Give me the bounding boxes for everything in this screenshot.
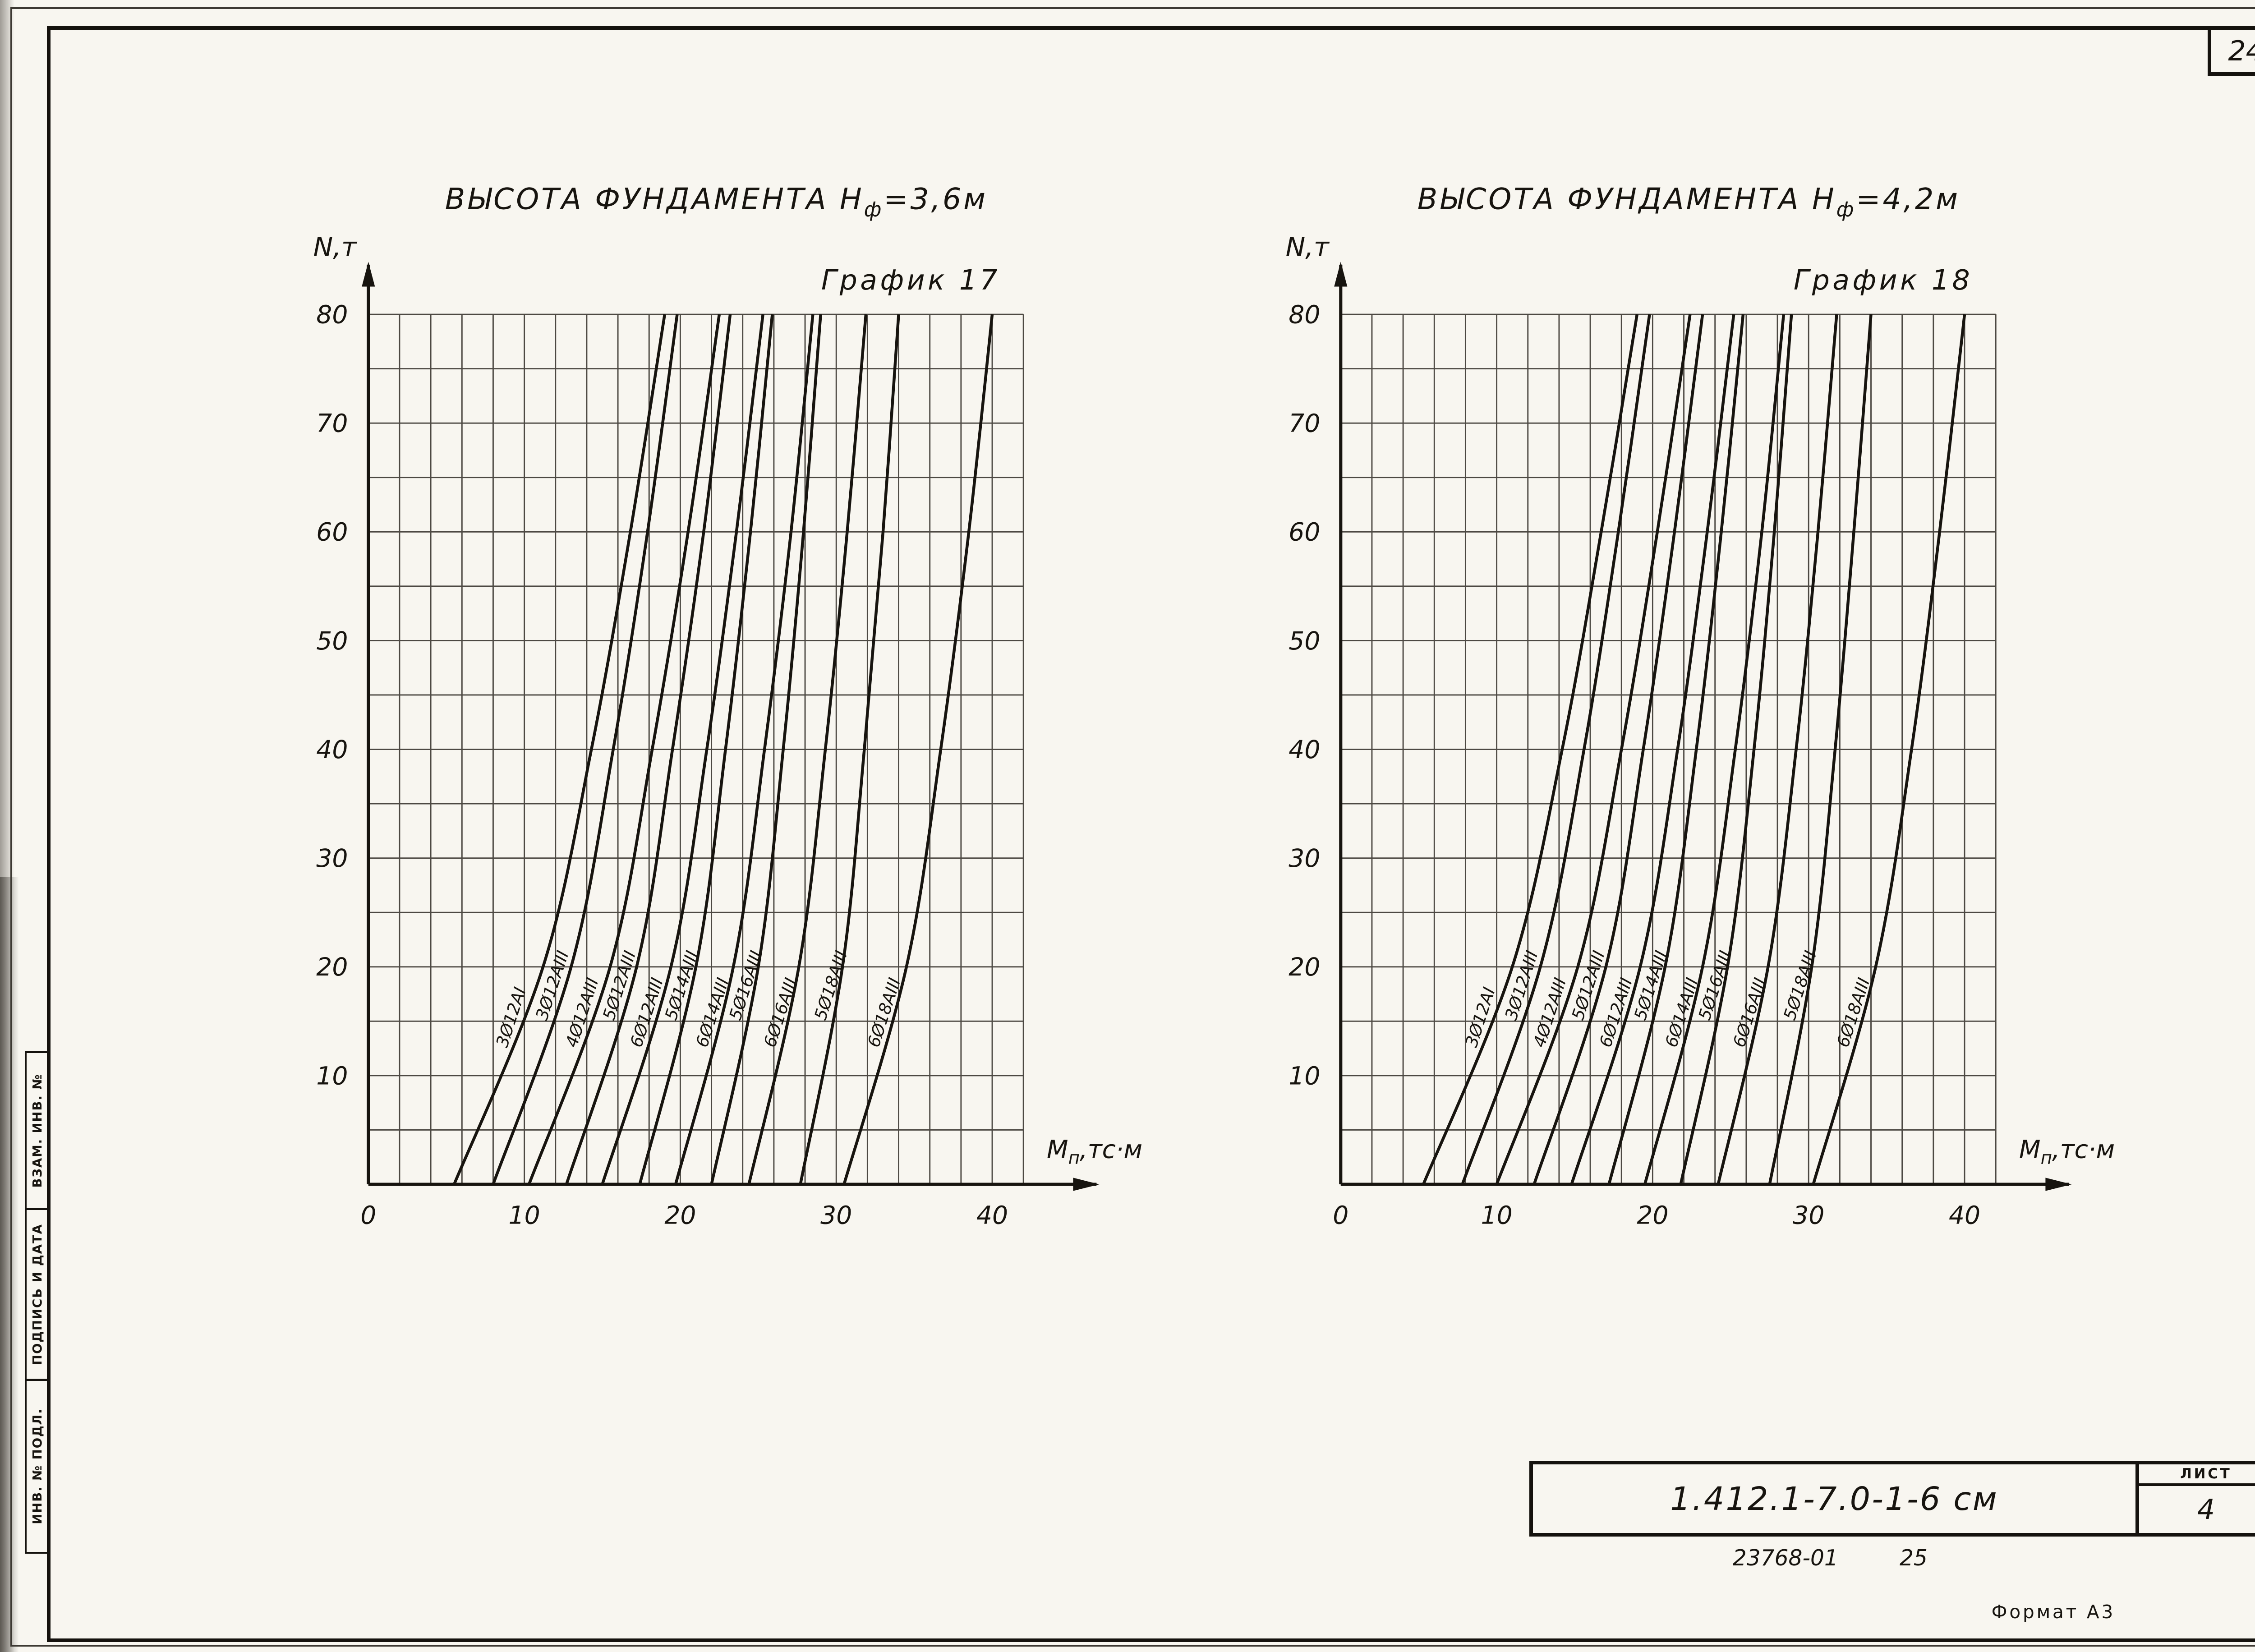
chart-title: ВЫСОТА ФУНДАМЕНТА Нф=4,2м (1417, 183, 1960, 221)
curves (1422, 314, 1966, 1185)
curve-label: 6Ø16АIII (1729, 976, 1770, 1050)
y-tick-label: 80 (1289, 300, 1320, 329)
reference-number-2: 25 (1900, 1545, 1928, 1571)
curve-6Ø18АIII (842, 314, 994, 1185)
y-tick-label: 40 (316, 735, 348, 764)
curve-4Ø12АIII (1495, 314, 1692, 1185)
x-tick-label: 30 (820, 1201, 852, 1230)
y-tick-label: 40 (1289, 735, 1320, 764)
y-tick-label: 50 (1289, 626, 1320, 655)
curve-4Ø12АIII (528, 314, 721, 1185)
chart-title: ВЫСОТА ФУНДАМЕНТА Нф=3,6м (445, 183, 988, 221)
x-axis-arrow-icon (1073, 1178, 1100, 1191)
format-label: Формат А3 (1991, 1601, 2116, 1623)
y-tick-label: 80 (316, 300, 348, 329)
x-axis-label: Мп,тс·м (1047, 1135, 1142, 1169)
y-tick-label: 50 (316, 626, 348, 655)
curve-5Ø18АIII (799, 314, 900, 1185)
grid (1340, 313, 1997, 1185)
title-block: 1.412.1-7.0-1-6 см ЛИСТ 4 (1529, 1460, 2255, 1537)
curve-label: 6Ø16АIII (760, 976, 801, 1050)
margin-box-inv-podl: ИНВ. № ПОДЛ. (25, 1379, 51, 1554)
y-axis-arrow-icon (1334, 262, 1348, 287)
page-number: 24 (2228, 35, 2255, 68)
curve-5Ø14АIII (638, 314, 774, 1185)
curve-labels: 3Ø12АI 3Ø12АIII4Ø12АIII5Ø12АIII6Ø12АIII5Ø… (492, 948, 905, 1049)
tick-labels: 10 20 30 40 50 60 70 80 0 10 20 30 40 (1289, 300, 1980, 1229)
curve-3Ø12АI (1422, 314, 1639, 1185)
curve-5Ø14АIII (1607, 314, 1745, 1185)
margin-box-vzam-inv: ВЗАМ. ИНВ. № (25, 1051, 51, 1210)
x-tick-label: 10 (509, 1201, 540, 1230)
curve-6Ø14АIII (1643, 314, 1786, 1185)
graph-number-label: График 18 (1794, 264, 1973, 296)
curve-6Ø14АIII (674, 314, 815, 1185)
y-tick-label: 70 (316, 409, 348, 438)
y-axis-arrow-icon (362, 262, 375, 287)
page-number-box: 24 (2208, 26, 2255, 76)
margin-box-podpis-data: ПОДПИСЬ И ДАТА (25, 1207, 51, 1381)
reference-note: 23768-01 25 (1733, 1546, 1928, 1571)
sheet-cell: ЛИСТ 4 (2135, 1464, 2255, 1533)
x-tick-label: 20 (1637, 1201, 1668, 1230)
y-tick-label: 20 (316, 953, 348, 981)
grid (368, 313, 1024, 1185)
curve-6Ø12АIII (1570, 314, 1735, 1185)
reference-number: 23768-01 (1732, 1545, 1838, 1571)
x-axis-label: Мп,тс·м (2019, 1135, 2115, 1169)
chart-grafik-18: 10 20 30 40 50 60 70 80 0 10 20 30 40 N,т Мп,тс·м ВЫСОТ… (1286, 183, 2115, 1230)
curves (453, 314, 994, 1185)
margin-label: ИНВ. № ПОДЛ. (30, 1408, 45, 1524)
curve-3Ø12АIII (1461, 314, 1651, 1185)
y-tick-label: 20 (1289, 953, 1320, 981)
curve-label: 6Ø18АIII (1833, 976, 1874, 1050)
curve-6Ø16АIII (1717, 314, 1838, 1185)
x-tick-label: 20 (665, 1201, 696, 1230)
y-tick-label: 30 (316, 844, 348, 873)
x-tick-label: 40 (1949, 1201, 1980, 1230)
y-tick-label: 60 (316, 518, 348, 547)
curve-labels: 3Ø12АI 3Ø12АIII4Ø12АIII5Ø12АIII6Ø12АIII5Ø… (1461, 948, 1874, 1049)
y-tick-label: 70 (1289, 409, 1320, 438)
inner-frame (46, 26, 2255, 1642)
x-axis-arrow-icon (2045, 1178, 2072, 1191)
y-tick-label: 30 (1289, 844, 1320, 873)
curve-6Ø18АIII (1812, 314, 1966, 1185)
curve-6Ø12АIII (601, 314, 765, 1185)
y-tick-label: 10 (1289, 1061, 1320, 1090)
curve-label: 5Ø18АIII (1780, 948, 1821, 1022)
y-axis-label: N,т (1286, 231, 1330, 262)
curve-5Ø12АIII (1532, 314, 1704, 1185)
graph-number-label: График 17 (821, 264, 1000, 296)
curve-label: 5Ø12АIII (1568, 948, 1609, 1022)
y-tick-label: 10 (316, 1061, 348, 1090)
y-tick-label: 60 (1289, 518, 1320, 547)
x-tick-label: 40 (976, 1201, 1008, 1230)
outer-border (10, 7, 2255, 1647)
sheet-label: ЛИСТ (2139, 1464, 2255, 1486)
curve-6Ø16АIII (747, 314, 868, 1185)
curve-5Ø16АIII (710, 314, 823, 1185)
document-code: 1.412.1-7.0-1-6 см (1670, 1480, 1998, 1518)
curve-label: 5Ø18АIII (810, 948, 851, 1022)
curve-3Ø12АIII (492, 314, 679, 1185)
x-tick-label: 0 (1333, 1201, 1348, 1230)
axes (1339, 264, 2069, 1186)
axes (367, 264, 1097, 1186)
x-tick-label: 10 (1481, 1201, 1513, 1230)
margin-label: ВЗАМ. ИНВ. № (30, 1073, 45, 1188)
curve-5Ø12АIII (565, 314, 732, 1185)
curve-5Ø16АIII (1679, 314, 1793, 1185)
curve-5Ø18АIII (1768, 314, 1873, 1185)
margin-label: ПОДПИСЬ И ДАТА (30, 1224, 45, 1365)
x-tick-label: 0 (360, 1201, 376, 1230)
x-tick-label: 30 (1793, 1201, 1824, 1230)
chart-grafik-17: 10 20 30 40 50 60 70 80 0 10 20 30 40 N,т Мп,тс·м ВЫСОТ… (313, 183, 1142, 1230)
sheet-number: 4 (2197, 1493, 2215, 1526)
scan-shadow-left-lower (0, 877, 19, 1652)
y-axis-label: N,т (313, 231, 358, 262)
curve-3Ø12АI (453, 314, 667, 1185)
tick-labels: 10 20 30 40 50 60 70 80 0 10 20 30 40 (316, 300, 1008, 1229)
